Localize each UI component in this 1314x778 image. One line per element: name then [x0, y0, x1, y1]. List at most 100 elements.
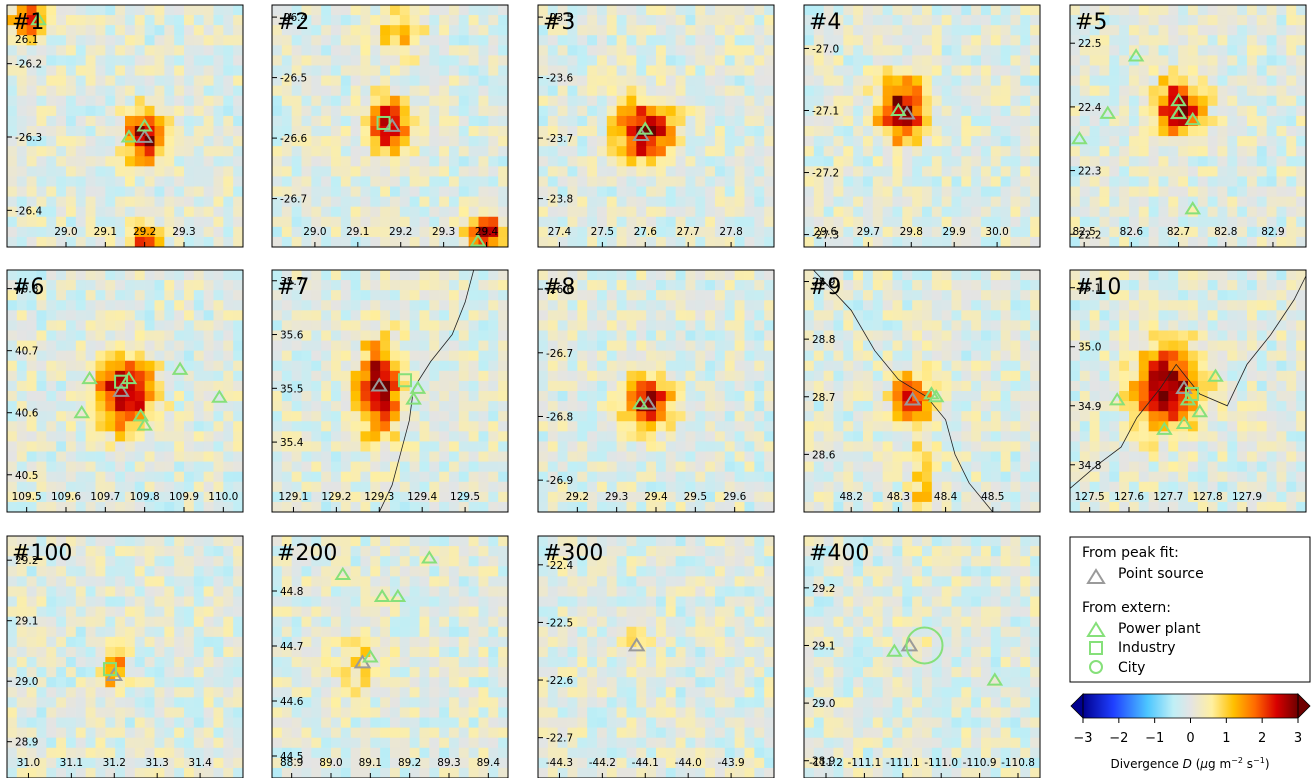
- heatmap-cell: [833, 95, 844, 107]
- heatmap-cell: [823, 196, 835, 208]
- heatmap-cell: [468, 501, 480, 512]
- heatmap-cell: [577, 451, 588, 463]
- heatmap-cell: [399, 471, 411, 483]
- heatmap-cell: [193, 330, 205, 342]
- heatmap-cell: [7, 280, 18, 291]
- heatmap-cell: [174, 481, 185, 493]
- heatmap-cell: [547, 45, 559, 57]
- heatmap-cell: [468, 55, 480, 67]
- heatmap-cell: [853, 25, 864, 36]
- heatmap-cell: [567, 85, 578, 97]
- heatmap-cell: [1089, 75, 1101, 87]
- heatmap-cell: [971, 216, 982, 228]
- y-tick-label: -23.5: [546, 12, 573, 24]
- heatmap-cell: [75, 270, 87, 281]
- heatmap-cell: [538, 481, 549, 493]
- heatmap-cell: [567, 380, 578, 392]
- heatmap-cell: [813, 55, 825, 67]
- heatmap-cell: [754, 226, 765, 238]
- heatmap-cell: [872, 176, 884, 188]
- heatmap-cell: [813, 491, 825, 503]
- heatmap-cell: [951, 85, 962, 97]
- heatmap-cell: [557, 310, 569, 322]
- heatmap-cell: [675, 491, 687, 503]
- heatmap-cell: [1276, 196, 1287, 208]
- heatmap-cell: [597, 320, 608, 332]
- heatmap-cell: [804, 95, 815, 107]
- heatmap-cell: [882, 216, 894, 228]
- heatmap-cell: [468, 166, 480, 178]
- heatmap-cell: [695, 25, 706, 36]
- heatmap-cell: [468, 176, 480, 188]
- heatmap-cell: [597, 146, 608, 157]
- heatmap-cell: [340, 95, 352, 107]
- heatmap-cell: [804, 391, 815, 402]
- heatmap-cell: [439, 5, 450, 16]
- heatmap-cell: [715, 401, 726, 412]
- heatmap-cell: [1099, 136, 1110, 147]
- heatmap-cell: [85, 391, 97, 402]
- heatmap-cell: [409, 441, 421, 453]
- heatmap-cell: [223, 186, 234, 198]
- heatmap-cell: [685, 55, 696, 67]
- heatmap-cell: [813, 310, 825, 322]
- heatmap-cell: [488, 65, 499, 77]
- heatmap-cell: [804, 320, 815, 332]
- heatmap-cell: [331, 451, 342, 463]
- heatmap-cell: [115, 186, 126, 198]
- heatmap-cell: [213, 146, 224, 157]
- heatmap-cell: [606, 55, 618, 67]
- heatmap-cell: [380, 226, 391, 238]
- heatmap-cell: [449, 380, 460, 392]
- heatmap-cell: [675, 401, 687, 412]
- heatmap-cell: [380, 340, 391, 352]
- heatmap-cell: [547, 95, 559, 107]
- heatmap-cell: [685, 401, 696, 412]
- heatmap-cell: [105, 166, 116, 178]
- heatmap-cell: [1119, 176, 1130, 188]
- heatmap-cell: [1266, 55, 1278, 67]
- heatmap-cell: [350, 45, 362, 57]
- heatmap-cell: [1227, 156, 1238, 167]
- heatmap-cell: [409, 421, 421, 432]
- heatmap-cell: [557, 350, 569, 362]
- heatmap-cell: [291, 176, 303, 188]
- heatmap-cell: [26, 290, 38, 301]
- heatmap-cell: [360, 431, 371, 443]
- heatmap-cell: [16, 411, 28, 422]
- heatmap-cell: [340, 126, 352, 137]
- heatmap-cell: [715, 176, 726, 188]
- heatmap-cell: [213, 461, 224, 473]
- heatmap-cell: [1158, 75, 1169, 87]
- x-tick-label: 109.9: [169, 491, 199, 503]
- heatmap-cell: [872, 45, 884, 57]
- heatmap-cell: [754, 360, 765, 372]
- heatmap-cell: [764, 226, 774, 238]
- heatmap-cell: [95, 350, 106, 362]
- x-tick-label: 29.0: [54, 226, 77, 238]
- heatmap-cell: [1070, 75, 1081, 87]
- heatmap-cell: [646, 360, 657, 372]
- heatmap-cell: [1256, 186, 1268, 198]
- heatmap-cell: [1256, 95, 1268, 107]
- heatmap-cell: [577, 290, 588, 301]
- heatmap-cell: [764, 310, 774, 322]
- heatmap-cell: [311, 156, 322, 167]
- heatmap-cell: [606, 186, 618, 198]
- heatmap-cell: [636, 290, 647, 301]
- heatmap-cell: [705, 310, 716, 322]
- heatmap-cell: [46, 360, 57, 372]
- heatmap-cell: [390, 340, 401, 352]
- heatmap-cell: [1070, 115, 1081, 127]
- heatmap-cell: [547, 105, 559, 117]
- heatmap-cell: [1217, 15, 1228, 26]
- heatmap-cell: [823, 481, 835, 493]
- heatmap-cell: [223, 421, 234, 432]
- heatmap-cell: [863, 501, 874, 512]
- heatmap-cell: [164, 45, 175, 57]
- heatmap-cell: [223, 431, 234, 443]
- heatmap-cell: [66, 166, 77, 178]
- heatmap-cell: [626, 380, 637, 392]
- heatmap-cell: [233, 136, 243, 147]
- heatmap-cell: [75, 156, 87, 167]
